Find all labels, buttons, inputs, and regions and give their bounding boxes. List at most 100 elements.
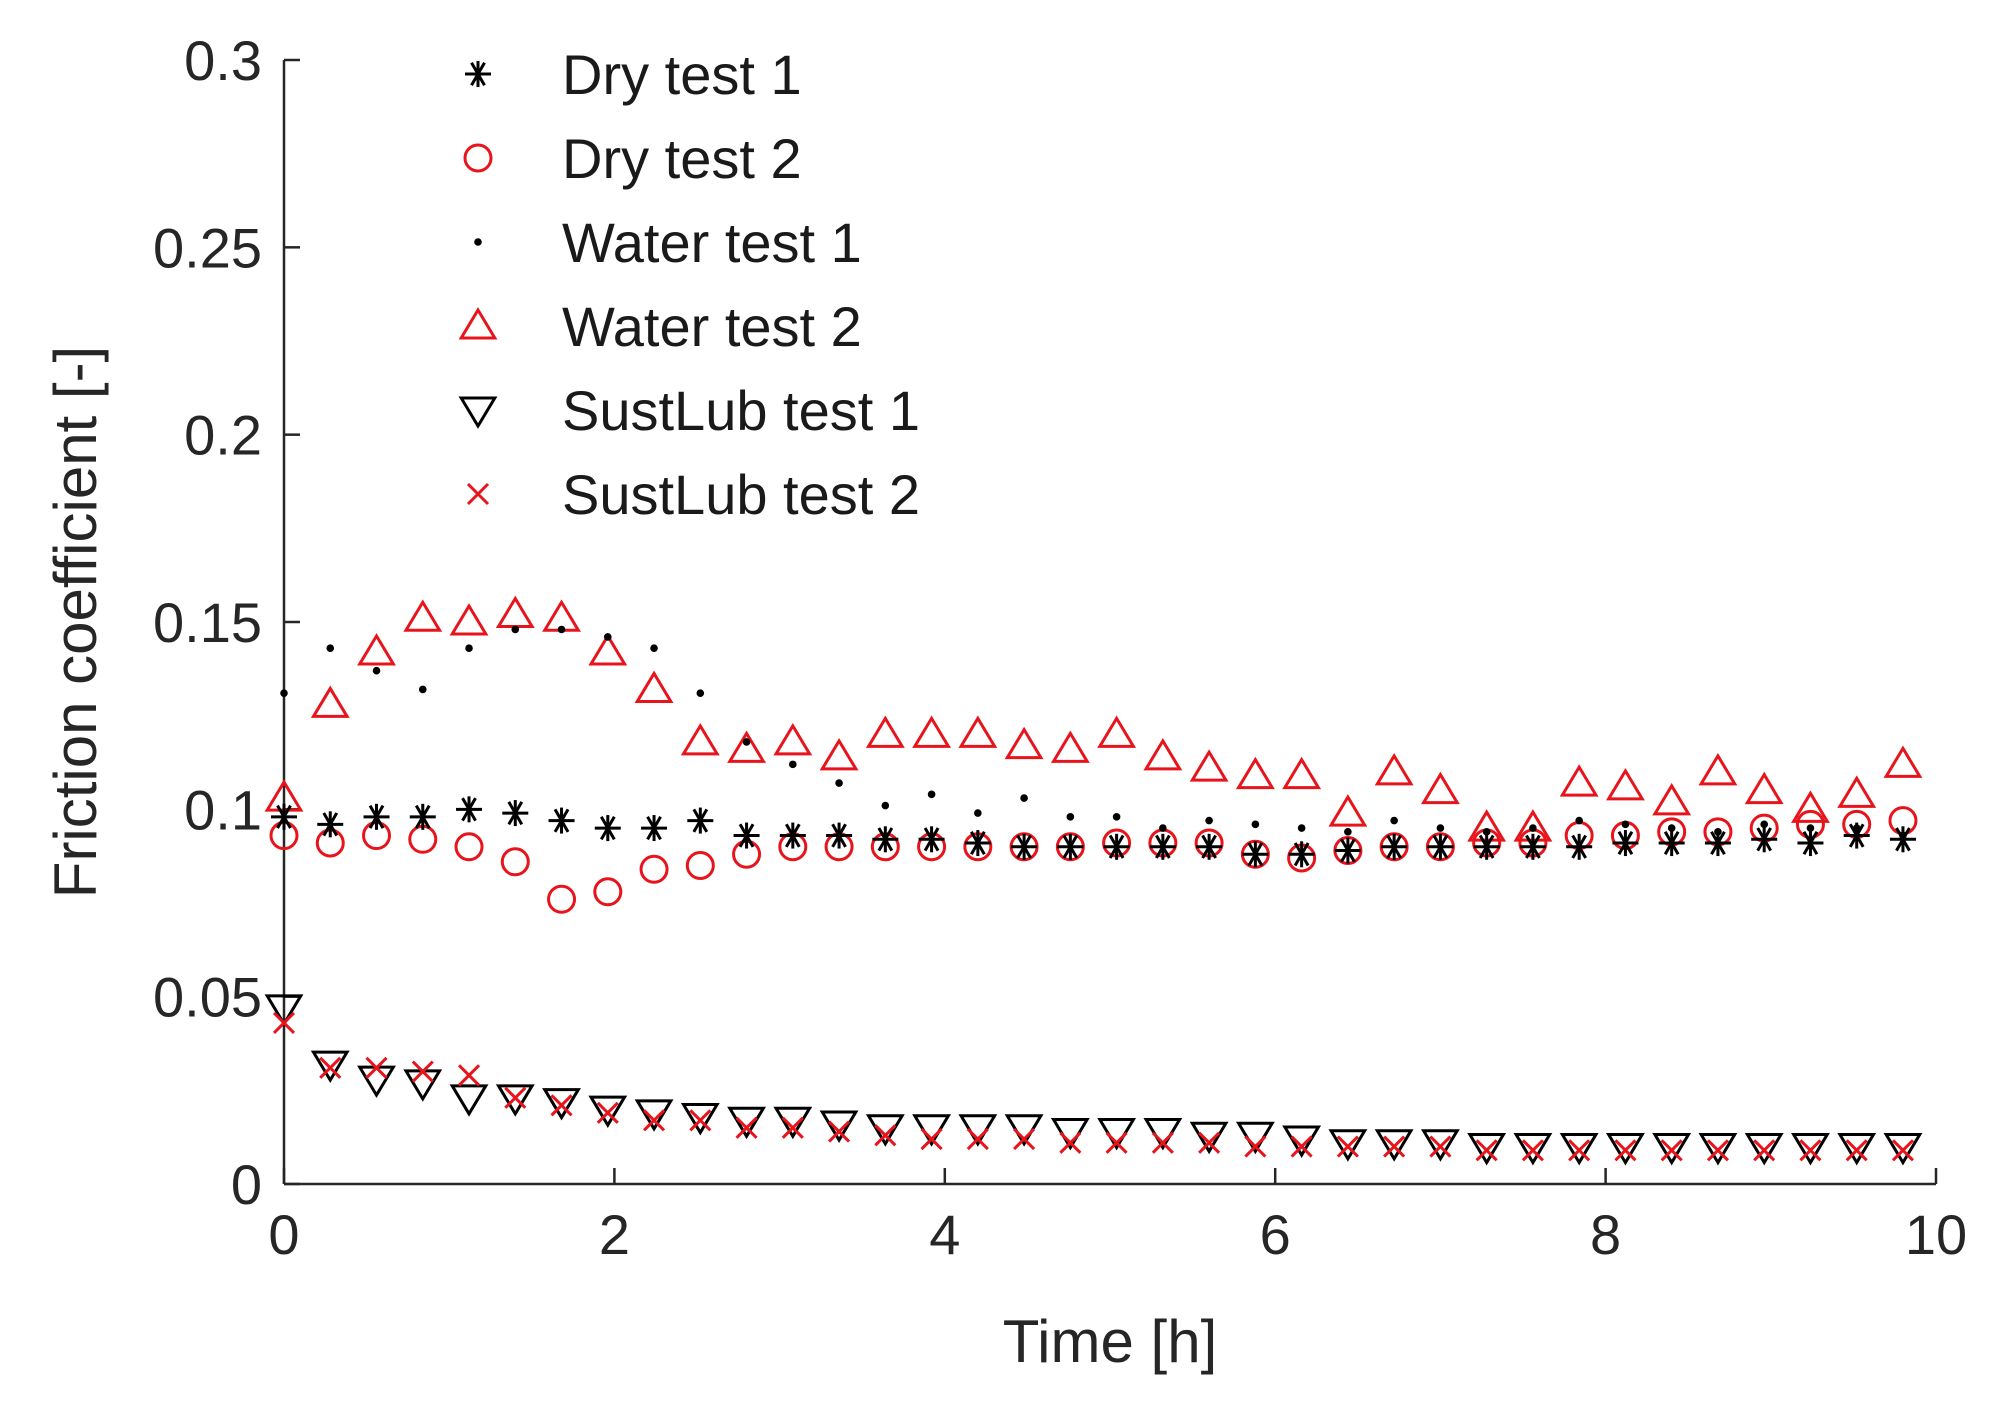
data-point — [1050, 730, 1090, 763]
data-point — [411, 1060, 434, 1083]
data-point — [1427, 833, 1454, 860]
data-point — [865, 1114, 905, 1147]
data-point — [1566, 833, 1593, 860]
legend-marker — [466, 482, 490, 506]
data-point — [650, 644, 658, 653]
data-point — [1374, 752, 1414, 786]
data-point — [1420, 771, 1460, 805]
data-point — [735, 1116, 758, 1139]
legend-label: Dry test 1 — [562, 43, 802, 106]
data-point — [403, 599, 443, 632]
data-point — [1744, 1133, 1784, 1166]
data-point — [1473, 833, 1500, 860]
legend-label: Water test 2 — [562, 295, 862, 358]
legend-marker — [458, 396, 498, 429]
data-point — [1429, 1135, 1452, 1158]
data-point — [1899, 831, 1907, 840]
data-point — [465, 644, 473, 653]
data-point — [504, 1086, 527, 1109]
data-point — [634, 1099, 674, 1132]
data-point — [1336, 1135, 1359, 1158]
data-point — [912, 715, 952, 748]
axes: 0 2 4 6 8 10 0 0.05 0.1 0.15 0.2 0.25 0.3 — [153, 29, 1967, 1266]
data-point — [1105, 1131, 1128, 1154]
data-point — [502, 800, 529, 827]
data-point — [781, 1116, 804, 1139]
data-point — [1066, 813, 1075, 821]
data-point — [1559, 764, 1599, 797]
data-point — [1436, 824, 1445, 832]
data-point — [280, 689, 288, 697]
legend-item: SustLub test 2 — [466, 463, 920, 526]
data-point — [1235, 756, 1275, 790]
data-point — [1189, 749, 1229, 782]
data-point — [1891, 1139, 1915, 1162]
data-point — [365, 1056, 388, 1079]
data-point — [685, 851, 715, 881]
data-point — [1334, 837, 1361, 864]
data-point — [773, 1106, 813, 1140]
data-point — [964, 830, 991, 857]
data-point — [687, 807, 714, 834]
data-point — [1112, 813, 1121, 821]
data-point — [1652, 1133, 1692, 1166]
data-point — [1103, 833, 1130, 860]
data-point — [319, 1056, 342, 1079]
data-point — [927, 790, 936, 799]
data-point — [1837, 1133, 1877, 1166]
data-point — [1482, 828, 1491, 836]
x-tick-label: 4 — [929, 1203, 960, 1266]
data-point — [1660, 1139, 1683, 1162]
data-point — [1790, 790, 1830, 823]
data-point — [1475, 1139, 1498, 1162]
data-point — [1852, 824, 1861, 832]
data-point — [1159, 824, 1167, 832]
data-point — [449, 603, 489, 636]
data-point — [689, 1109, 712, 1132]
data-point — [872, 826, 899, 853]
legend-item: SustLub test 1 — [458, 379, 920, 442]
data-point — [835, 779, 843, 787]
data-point — [1013, 1127, 1036, 1151]
legend-label: SustLub test 1 — [562, 379, 920, 442]
data-point — [593, 877, 623, 907]
legend-item: Water test 2 — [458, 295, 862, 358]
data-point — [1621, 820, 1630, 829]
data-point — [310, 685, 350, 718]
data-point — [1282, 1125, 1322, 1158]
data-point — [326, 644, 335, 653]
data-point — [1883, 745, 1923, 778]
data-point — [819, 1110, 859, 1143]
data-point — [1667, 824, 1676, 832]
series-dry-test-1 — [271, 796, 1916, 868]
y-tick-label: 0.25 — [153, 216, 262, 279]
y-tick-label: 0.3 — [184, 29, 262, 92]
data-point — [1529, 824, 1537, 832]
data-point — [363, 803, 390, 830]
data-point — [588, 633, 628, 666]
data-point — [696, 689, 705, 697]
data-point — [1011, 833, 1038, 860]
legend-label: Dry test 2 — [562, 127, 802, 190]
data-point — [1143, 737, 1183, 771]
series-water-test-1 — [280, 625, 1907, 840]
data-point — [1244, 1135, 1267, 1158]
data-point — [1196, 833, 1223, 860]
legend-marker — [465, 61, 491, 87]
data-point — [1751, 826, 1778, 853]
data-point — [958, 715, 998, 748]
data-point — [547, 884, 577, 914]
data-point — [779, 822, 806, 849]
legend-item: Dry test 1 — [465, 43, 802, 106]
data-point — [1513, 1133, 1553, 1166]
data-point — [727, 730, 767, 763]
y-tick-label: 0.15 — [153, 591, 262, 654]
data-point — [1381, 833, 1408, 860]
data-point — [819, 737, 859, 771]
data-point — [1883, 1133, 1923, 1166]
data-point — [1383, 1135, 1406, 1158]
data-point — [1467, 1133, 1507, 1166]
data-point — [1797, 830, 1824, 857]
